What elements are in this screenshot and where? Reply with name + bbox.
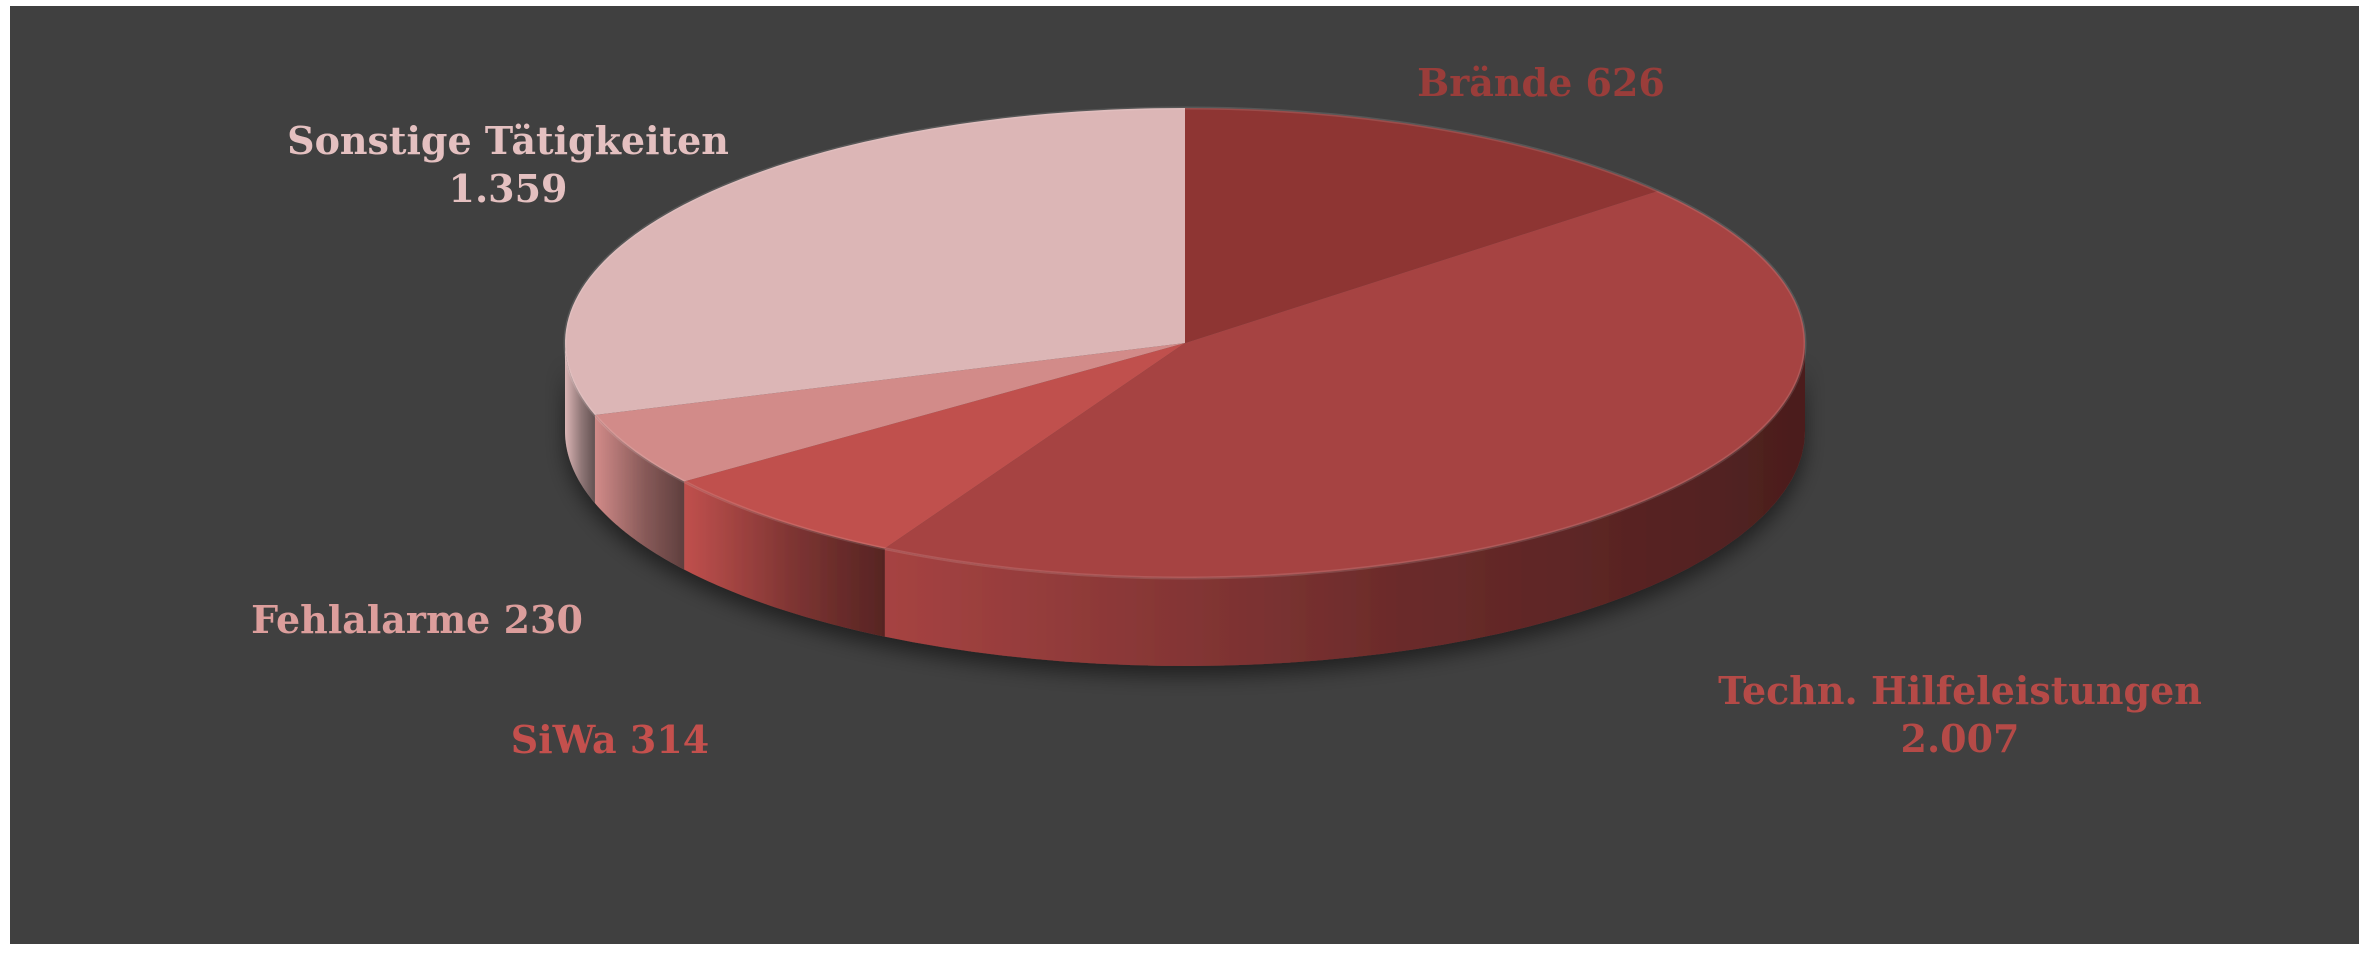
slice-labels: Brände 626 Techn. Hilfeleistungen 2.007 SiW… xyxy=(251,60,2202,762)
data-label-fehlalarme: Fehlalarme 230 xyxy=(251,597,583,642)
chart-area: Brände 626 Techn. Hilfeleistungen 2.007 SiW… xyxy=(10,6,2359,944)
data-label-braende: Brände 626 xyxy=(1417,60,1665,105)
slice-siwa xyxy=(684,343,1185,549)
data-label-siwa: SiWa 314 xyxy=(511,717,709,762)
slice-braende xyxy=(1185,108,1658,343)
slice-side-shade-sonstige-taetigkeiten xyxy=(565,343,595,504)
data-label-techn-hilfeleistungen: Techn. Hilfeleistungen 2.007 xyxy=(1718,668,2202,761)
slice-side-shade-fehlalarme xyxy=(594,415,685,570)
pie-rim-highlight xyxy=(563,106,1807,580)
slice-fehlalarme xyxy=(594,343,1185,482)
slice-techn-hilfeleistungen xyxy=(884,190,1805,578)
slice-side-shade-techn-hilfeleistungen xyxy=(884,343,1805,666)
pie-tops xyxy=(563,106,1807,580)
pie-sides xyxy=(565,343,1805,666)
data-label-sonstige-taetigkeiten: Sonstige Tätigkeiten 1.359 xyxy=(287,118,729,211)
slice-sonstige-taetigkeiten xyxy=(565,108,1185,416)
pie-chart: Brände 626 Techn. Hilfeleistungen 2.007 SiW… xyxy=(251,60,2202,762)
slice-side-shade-siwa xyxy=(684,481,885,637)
